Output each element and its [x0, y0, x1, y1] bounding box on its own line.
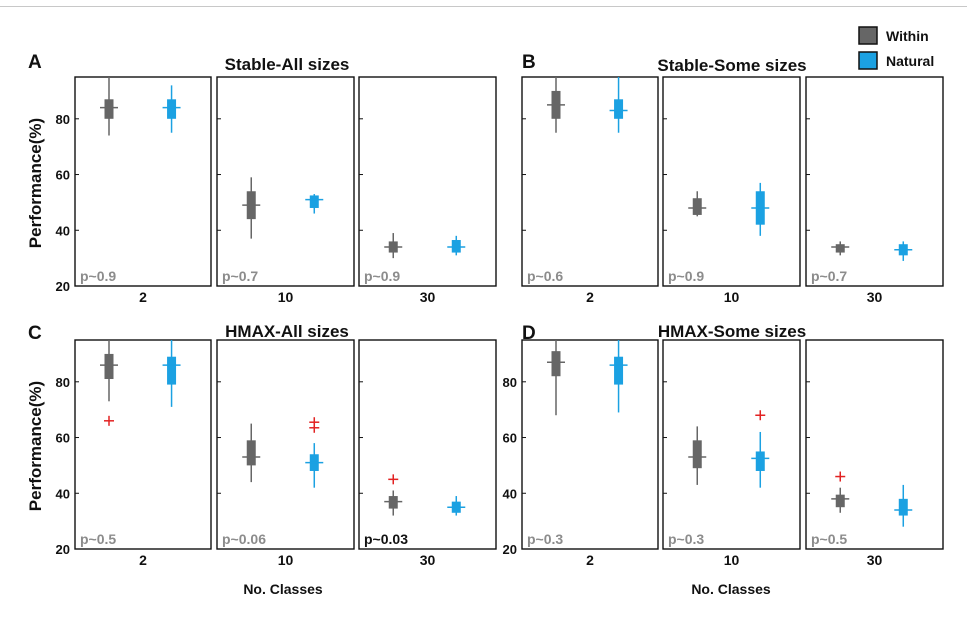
x-category-label: 10 — [278, 289, 294, 305]
legend-swatch-natural — [858, 51, 878, 70]
legend-label-natural: Natural — [886, 53, 934, 69]
subplot-frame — [521, 339, 659, 550]
y-tick-label: 60 — [56, 431, 70, 446]
y-tick-label: 20 — [503, 542, 517, 557]
top-divider — [0, 6, 967, 7]
subplot-frame — [805, 76, 944, 287]
natural-box — [167, 99, 177, 119]
panel-title-a: Stable-All sizes — [225, 55, 350, 74]
natural-box — [614, 99, 624, 119]
x-category-label: 10 — [278, 552, 294, 568]
y-tick-label: 80 — [56, 375, 70, 390]
outlier-marker — [309, 417, 320, 428]
p-value-label: p~0.9 — [364, 268, 400, 284]
subplot-frame — [358, 76, 497, 287]
p-value-label: p~0.5 — [811, 531, 847, 547]
p-value-label: p~0.3 — [527, 531, 563, 547]
natural-box — [309, 195, 319, 208]
subplot-frame — [662, 76, 801, 287]
y-tick-label: 60 — [56, 168, 70, 183]
subplot-frame — [358, 339, 497, 550]
subplot-frame — [216, 76, 355, 287]
x-axis-label-right: No. Classes — [691, 581, 771, 597]
y-tick-label: 20 — [56, 542, 70, 557]
x-category-label: 30 — [867, 289, 883, 305]
natural-box — [898, 498, 908, 516]
subplot-frame — [74, 339, 212, 550]
subplot-frame — [662, 339, 801, 550]
x-category-label: 2 — [586, 552, 594, 568]
outlier-marker — [755, 410, 766, 421]
p-value-label: p~0.5 — [80, 531, 116, 547]
y-axis-label-bottom: Performance(%) — [26, 381, 45, 511]
within-box — [104, 353, 114, 380]
panel-letter-a: A — [28, 52, 42, 73]
within-box — [835, 244, 845, 253]
y-tick-label: 80 — [56, 112, 70, 127]
y-tick-label: 40 — [503, 486, 517, 501]
panel-title-d: HMAX-Some sizes — [658, 322, 806, 341]
natural-box — [755, 451, 765, 471]
p-value-label: p~0.03 — [364, 531, 408, 547]
p-value-label: p~0.06 — [222, 531, 266, 547]
y-axis-label-top: Performance(%) — [26, 118, 45, 248]
x-category-label: 30 — [420, 289, 436, 305]
y-tick-label: 80 — [503, 375, 517, 390]
panels-layer: A Stable-All sizes 20 40 60 80 p~0.9 2 p~0.7 10 p~… — [28, 52, 944, 568]
panel-title-c: HMAX-All sizes — [225, 322, 349, 341]
subplot-frame — [521, 76, 659, 287]
within-box — [692, 440, 702, 469]
p-value-label: p~0.7 — [811, 268, 847, 284]
within-box — [692, 198, 702, 215]
within-box — [104, 99, 114, 119]
x-category-label: 2 — [139, 552, 147, 568]
within-box — [246, 440, 256, 466]
p-value-label: p~0.7 — [222, 268, 258, 284]
subplot-frame — [74, 76, 212, 287]
p-value-label: p~0.3 — [668, 531, 704, 547]
x-category-label: 2 — [139, 289, 147, 305]
panel-letter-b: B — [522, 52, 536, 73]
x-category-label: 30 — [867, 552, 883, 568]
p-value-label: p~0.9 — [80, 268, 116, 284]
legend-swatch-within — [858, 26, 878, 45]
panel-letter-c: C — [28, 323, 42, 344]
y-tick-label: 40 — [56, 486, 70, 501]
y-tick-label: 60 — [503, 431, 517, 446]
within-box — [551, 351, 561, 377]
legend: Within Natural — [858, 26, 934, 70]
p-value-label: p~0.6 — [527, 268, 563, 284]
panel-title-b: Stable-Some sizes — [657, 56, 806, 75]
natural-box — [614, 356, 624, 385]
x-category-label: 30 — [420, 552, 436, 568]
subplot-frame — [216, 339, 355, 550]
y-tick-label: 20 — [56, 279, 70, 294]
x-axis-label-left: No. Classes — [243, 581, 323, 597]
legend-label-within: Within — [886, 28, 929, 44]
subplot-frame — [805, 339, 944, 550]
outlier-marker — [835, 471, 846, 482]
panel-letter-d: D — [522, 323, 536, 344]
outlier-marker — [104, 415, 114, 426]
p-value-label: p~0.9 — [668, 268, 704, 284]
x-category-label: 10 — [724, 552, 740, 568]
outlier-marker — [388, 474, 399, 485]
within-box — [835, 494, 845, 508]
natural-box — [167, 356, 177, 385]
x-category-label: 10 — [724, 289, 740, 305]
y-tick-label: 40 — [56, 223, 70, 238]
x-category-label: 2 — [586, 289, 594, 305]
